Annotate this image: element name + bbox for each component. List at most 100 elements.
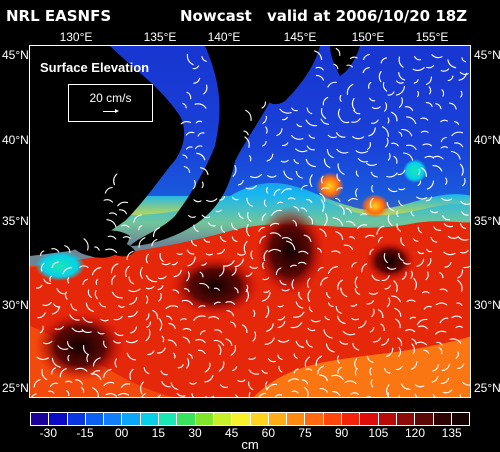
- current-vector: [192, 65, 200, 70]
- current-vector: [275, 394, 283, 397]
- current-vector: [203, 84, 208, 95]
- current-vector: [104, 186, 113, 194]
- map-panel[interactable]: [29, 45, 471, 398]
- current-vector: [432, 394, 436, 397]
- current-vector: [262, 140, 267, 147]
- current-vector: [353, 109, 361, 115]
- current-vector: [310, 319, 321, 323]
- current-vector: [309, 174, 313, 188]
- current-vector: [81, 329, 92, 334]
- current-vector: [343, 244, 354, 251]
- latitude-label: 40°N: [2, 133, 29, 147]
- current-vector: [157, 394, 161, 397]
- current-vector: [218, 361, 225, 372]
- longitude-label: 145°E: [283, 30, 317, 44]
- colorbar-swatch: [122, 413, 141, 425]
- current-vector: [140, 381, 144, 395]
- current-vector: [438, 346, 443, 355]
- current-vector: [395, 85, 406, 96]
- current-vector: [384, 102, 388, 112]
- colorbar-swatch: [140, 413, 160, 425]
- current-vector: [431, 375, 439, 383]
- current-vector: [355, 188, 358, 197]
- current-vector: [248, 155, 252, 162]
- current-vector: [431, 54, 443, 59]
- current-vector: [336, 173, 341, 182]
- current-vector: [417, 251, 425, 255]
- current-vector: [320, 187, 329, 190]
- current-vector: [339, 204, 345, 216]
- current-vector: [166, 315, 173, 321]
- current-vector: [49, 382, 58, 387]
- current-vector: [445, 177, 448, 185]
- current-vector: [344, 380, 357, 384]
- current-vector: [145, 285, 155, 290]
- colorbar-swatch: [85, 413, 105, 425]
- current-vector: [331, 250, 341, 254]
- current-vector: [230, 344, 237, 356]
- current-vector: [234, 287, 239, 294]
- current-vector: [201, 56, 207, 62]
- current-vector: [426, 258, 432, 267]
- latitude-label: 30°N: [474, 298, 500, 312]
- current-vector: [100, 318, 109, 322]
- current-vector: [33, 379, 41, 388]
- current-vector: [295, 148, 308, 153]
- current-vector: [337, 279, 344, 290]
- current-vector: [387, 214, 393, 227]
- current-vector: [337, 355, 340, 364]
- current-vector: [393, 280, 398, 293]
- colorbar-swatch: [268, 413, 288, 425]
- longitude-label: 155°E: [415, 30, 449, 44]
- current-vector: [85, 302, 94, 312]
- current-vector: [306, 277, 311, 288]
- current-vector: [263, 249, 268, 262]
- current-vector: [447, 59, 457, 69]
- current-vector: [327, 266, 339, 274]
- current-vector: [91, 387, 99, 397]
- current-vector: [180, 120, 192, 125]
- current-vector: [75, 367, 88, 372]
- source-label: NRL EASNFS: [6, 7, 112, 25]
- current-vector: [387, 117, 390, 124]
- current-vector: [199, 330, 206, 335]
- current-vector: [213, 339, 225, 346]
- current-vector: [372, 337, 382, 343]
- current-vector: [181, 299, 193, 306]
- colorbar-tick-label: -15: [76, 426, 94, 440]
- current-vector: [91, 267, 102, 276]
- current-vector: [441, 89, 445, 97]
- current-vector: [317, 247, 322, 253]
- current-vector: [191, 393, 194, 397]
- current-vector: [208, 316, 220, 320]
- current-vector: [129, 368, 134, 380]
- current-vector: [293, 158, 300, 164]
- current-vector: [371, 106, 381, 110]
- current-vector: [304, 356, 311, 368]
- colorbar-swatch: [451, 413, 470, 425]
- colorbar-swatch: [396, 413, 416, 425]
- current-vector: [439, 288, 448, 292]
- current-vector: [216, 248, 226, 255]
- vector-scale-arrow-icon: [103, 109, 119, 113]
- current-vector: [417, 180, 422, 186]
- current-vector: [157, 285, 164, 291]
- current-vector: [306, 199, 313, 204]
- current-vector: [268, 248, 282, 253]
- current-vector: [258, 226, 265, 232]
- current-vector: [168, 322, 176, 330]
- longitude-label: 140°E: [207, 30, 241, 44]
- latitude-label: 25°N: [2, 381, 29, 395]
- current-vector: [306, 145, 315, 151]
- current-vector: [426, 248, 433, 253]
- current-vector: [401, 271, 407, 280]
- current-vector: [326, 149, 334, 159]
- current-vector: [293, 353, 298, 359]
- current-vector: [277, 316, 286, 321]
- colorbar-swatch: [195, 413, 214, 425]
- current-vector: [416, 318, 428, 326]
- current-vector: [403, 152, 414, 161]
- current-vector: [447, 75, 454, 82]
- current-vector: [423, 349, 430, 354]
- current-vector: [252, 309, 256, 318]
